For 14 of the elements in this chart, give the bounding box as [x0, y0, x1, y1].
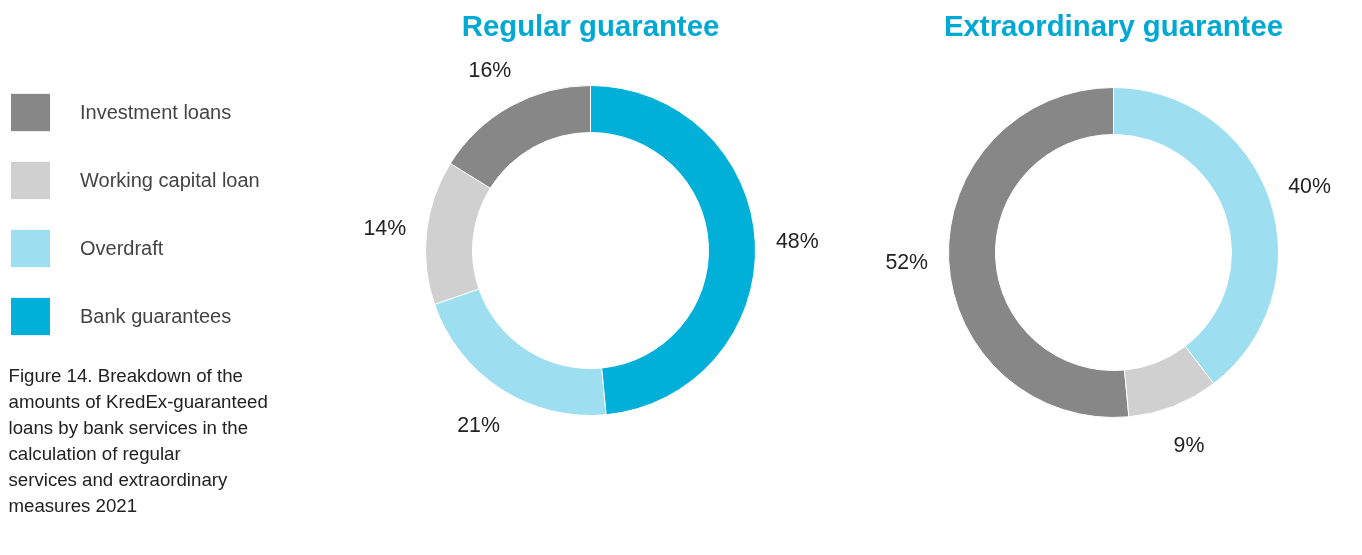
chart-title: Extraordinary guarantee [943, 9, 1284, 42]
chart-title: Regular guarantee [461, 9, 720, 42]
legend-label: Working capital loan [80, 168, 260, 192]
data-label: 40% [1288, 174, 1331, 199]
data-label: 21% [457, 412, 500, 437]
data-label: 14% [363, 215, 407, 240]
legend-label: Investment loans [80, 100, 232, 124]
data-label: 48% [775, 228, 819, 253]
caption: Figure 14. Breakdown of the amounts of KredEx-guaranteed loans by bank services in the calculation of regular services and extraordinary measures 2021 [8, 365, 268, 516]
legend-label: Overdraft [80, 236, 164, 260]
data-label: 52% [885, 250, 929, 275]
data-label: 16% [468, 57, 512, 82]
data-label: 9% [1173, 433, 1205, 458]
legend-label: Bank guarantees [80, 304, 232, 328]
